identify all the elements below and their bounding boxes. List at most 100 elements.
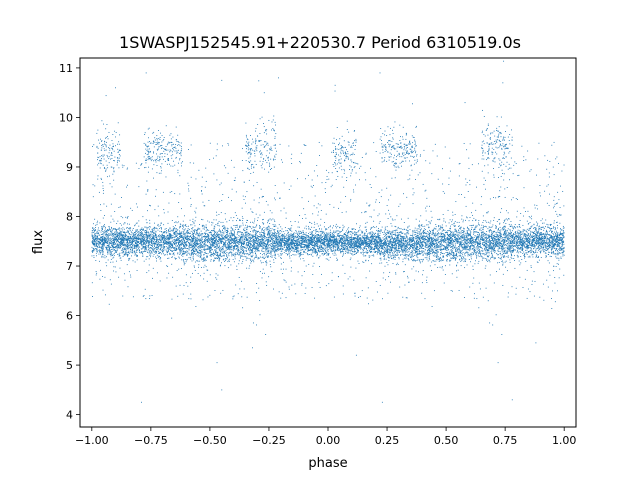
data-point (275, 244, 277, 246)
data-point (205, 227, 207, 229)
data-point (287, 232, 289, 234)
data-point (199, 256, 201, 258)
data-point (214, 253, 216, 255)
data-point (107, 252, 109, 254)
data-point (239, 240, 241, 242)
data-point (208, 238, 210, 240)
data-point (266, 239, 268, 241)
data-point (334, 240, 336, 242)
data-point (199, 242, 201, 244)
data-point (232, 238, 234, 239)
data-point (234, 232, 235, 234)
data-point (98, 250, 100, 251)
data-point (130, 242, 132, 244)
data-point (231, 252, 233, 254)
data-point (287, 235, 289, 237)
data-point (190, 244, 192, 246)
data-point (313, 230, 315, 231)
data-point (131, 238, 133, 239)
data-point (190, 282, 192, 284)
data-point (133, 236, 135, 238)
data-point (191, 236, 192, 238)
data-point (245, 231, 247, 233)
data-point (109, 249, 111, 251)
data-point (360, 251, 362, 253)
data-point (188, 298, 190, 300)
data-point (125, 249, 127, 251)
data-point (190, 205, 192, 207)
data-point (205, 233, 207, 235)
data-point (273, 250, 275, 252)
data-point (110, 229, 112, 231)
data-point (252, 246, 253, 248)
data-point (137, 229, 138, 231)
data-point (209, 252, 211, 253)
data-point (369, 237, 371, 239)
data-point (180, 236, 182, 238)
data-point (165, 237, 167, 239)
data-point (238, 249, 240, 251)
data-point (225, 242, 226, 244)
data-point (145, 238, 147, 240)
data-point (169, 191, 171, 193)
data-point (109, 234, 111, 236)
data-point (356, 244, 357, 246)
data-point (111, 245, 113, 246)
data-point (246, 242, 248, 244)
data-point (190, 252, 192, 254)
data-point (257, 249, 259, 251)
data-point (280, 263, 282, 265)
data-point (321, 235, 322, 237)
data-point (242, 250, 243, 252)
data-point (338, 230, 340, 232)
data-point (224, 230, 226, 232)
data-point (278, 255, 280, 257)
data-point (137, 241, 139, 243)
data-point (211, 230, 213, 231)
data-point (153, 232, 155, 234)
data-point (177, 232, 179, 234)
data-point (272, 235, 274, 237)
data-point (119, 245, 121, 247)
data-point (287, 247, 288, 249)
data-point (291, 250, 293, 251)
data-point (143, 237, 145, 239)
data-point (194, 247, 196, 249)
data-point (107, 253, 109, 255)
data-point (262, 242, 264, 243)
data-point (182, 220, 184, 222)
data-point (126, 242, 128, 244)
data-point (185, 247, 187, 249)
data-point (266, 234, 268, 236)
data-point (312, 246, 314, 248)
data-point (168, 202, 170, 204)
data-point (353, 242, 355, 244)
data-point (210, 237, 212, 239)
data-point (101, 256, 103, 258)
data-point (128, 240, 130, 242)
data-point (105, 231, 107, 233)
data-point (191, 234, 193, 236)
data-point (141, 229, 143, 230)
data-point (104, 240, 106, 242)
data-point (141, 248, 143, 250)
data-point (166, 251, 168, 253)
data-point (184, 234, 186, 236)
data-point (108, 303, 110, 305)
data-point (113, 239, 115, 241)
data-point (275, 258, 277, 259)
data-point (92, 235, 94, 236)
data-point (125, 235, 127, 237)
data-point (119, 252, 121, 254)
data-point (114, 237, 116, 239)
data-point (213, 245, 215, 247)
data-point (134, 234, 136, 236)
data-point (234, 225, 236, 227)
data-point (96, 233, 98, 235)
data-point (258, 239, 259, 241)
data-point (269, 244, 271, 246)
data-point (237, 246, 239, 248)
chart-title: 1SWASPJ152545.91+220530.7 Period 6310519… (119, 33, 521, 52)
data-point (194, 241, 196, 243)
data-point (92, 250, 94, 252)
